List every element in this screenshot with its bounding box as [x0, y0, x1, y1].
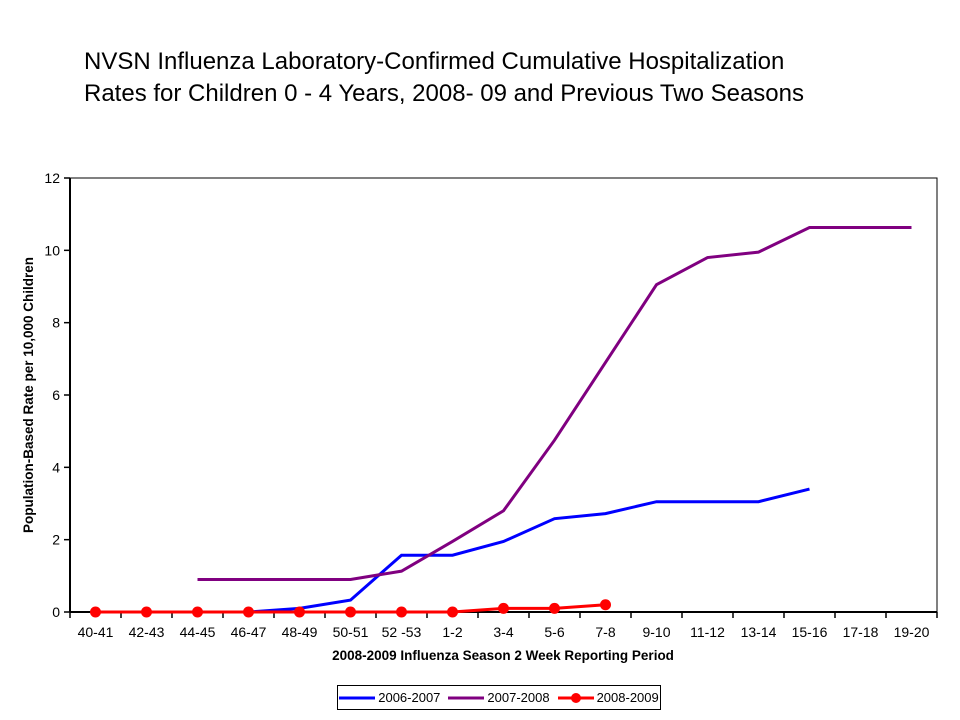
legend: 2006-2007 2007-2008 2008-2009 — [337, 685, 661, 710]
y-tick-label: 4 — [52, 459, 60, 475]
data-point-2008-2009 — [549, 602, 560, 614]
x-axis-title: 2008-2009 Influenza Season 2 Week Report… — [332, 648, 674, 663]
x-tick-label: 1-2 — [442, 624, 462, 640]
legend-line-sample-icon — [448, 696, 485, 699]
legend-label: 2006-2007 — [378, 690, 441, 705]
x-tick-label: 11-12 — [690, 624, 725, 640]
y-tick-label: 12 — [44, 170, 60, 186]
data-point-2008-2009 — [498, 602, 509, 614]
legend-label: 2007-2008 — [487, 690, 550, 705]
series-line-2006-2007 — [248, 487, 810, 614]
y-tick-label: 8 — [52, 315, 60, 331]
data-point-2008-2009 — [345, 606, 356, 618]
data-point-2008-2009 — [243, 606, 254, 618]
x-tick-label: 52 -53 — [382, 624, 422, 640]
x-tick-label: 48-49 — [282, 624, 318, 640]
data-point-2008-2009 — [294, 606, 305, 618]
x-tick-label: 3-4 — [493, 624, 513, 640]
x-tick-label: 17-18 — [843, 624, 879, 640]
x-tick-label: 9-10 — [642, 624, 670, 640]
x-tick-label: 46-47 — [231, 624, 267, 640]
x-tick-label: 44-45 — [180, 624, 216, 640]
legend-item-2008-2009: 2008-2009 — [557, 690, 659, 705]
series-line-2007-2008 — [197, 226, 912, 581]
x-tick-label: 19-20 — [894, 624, 930, 640]
x-tick-label: 15-16 — [792, 624, 828, 640]
plot-border — [69, 177, 938, 613]
legend-line-sample-icon — [339, 696, 376, 699]
y-tick-label: 10 — [44, 242, 60, 258]
plot-area: 0 2 4 6 8 10 12 40-41 42-43 44-45 46-47 48-49 50-51 5… — [44, 170, 938, 640]
data-point-2008-2009 — [90, 606, 101, 618]
legend-item-2007-2008: 2007-2008 — [448, 690, 550, 705]
y-tick-label: 0 — [52, 604, 60, 620]
chart-title-line1: NVSN Influenza Laboratory-Confirmed Cumu… — [84, 48, 785, 75]
y-tick-label: 6 — [52, 387, 60, 403]
data-point-2008-2009 — [192, 606, 203, 618]
chart-title-line2: Rates for Children 0 - 4 Years, 2008- 09… — [84, 80, 804, 107]
x-tick-label: 13-14 — [741, 624, 777, 640]
legend-label: 2008-2009 — [596, 690, 659, 705]
legend-item-2006-2007: 2006-2007 — [339, 690, 440, 705]
data-point-2008-2009 — [396, 606, 407, 618]
y-tick-label: 2 — [52, 532, 60, 548]
legend-line-sample-icon — [557, 692, 594, 703]
x-tick-label: 42-43 — [129, 624, 165, 640]
x-tick-label: 5-6 — [544, 624, 564, 640]
data-point-2008-2009 — [141, 606, 152, 618]
x-tick-label: 50-51 — [333, 624, 369, 640]
y-axis-title: Population-Based Rate per 10,000 Childre… — [21, 257, 36, 533]
data-point-2008-2009 — [447, 606, 458, 618]
data-point-2008-2009 — [600, 599, 611, 611]
chart-title: NVSN Influenza Laboratory-Confirmed Cumu… — [84, 46, 804, 110]
x-tick-label: 40-41 — [78, 624, 114, 640]
x-tick-label: 7-8 — [595, 624, 615, 640]
